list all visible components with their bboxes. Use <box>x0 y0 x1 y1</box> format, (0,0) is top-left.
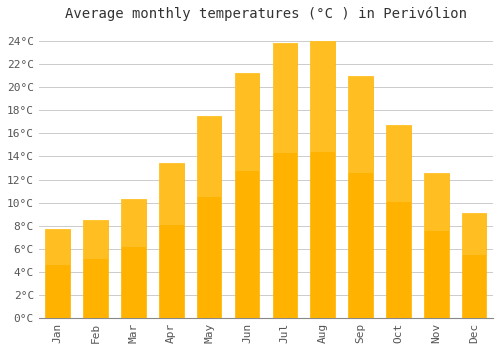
Bar <box>424 173 448 318</box>
Bar <box>121 199 146 247</box>
Bar <box>272 43 297 153</box>
Bar <box>386 125 410 202</box>
Bar <box>234 74 260 318</box>
Bar <box>462 213 486 255</box>
Bar <box>159 163 184 225</box>
Bar <box>234 74 260 171</box>
Bar <box>121 199 146 318</box>
Bar <box>197 116 222 318</box>
Bar <box>272 43 297 318</box>
Bar <box>348 76 373 173</box>
Bar <box>46 229 70 265</box>
Bar <box>386 125 410 318</box>
Bar <box>159 163 184 318</box>
Bar <box>84 220 108 259</box>
Bar <box>462 213 486 318</box>
Bar <box>84 220 108 318</box>
Bar <box>46 229 70 318</box>
Bar <box>348 76 373 318</box>
Bar <box>310 41 335 318</box>
Bar <box>424 173 448 231</box>
Bar <box>310 41 335 152</box>
Bar <box>197 116 222 197</box>
Title: Average monthly temperatures (°C ) in Perivólion: Average monthly temperatures (°C ) in Pe… <box>65 7 467 21</box>
